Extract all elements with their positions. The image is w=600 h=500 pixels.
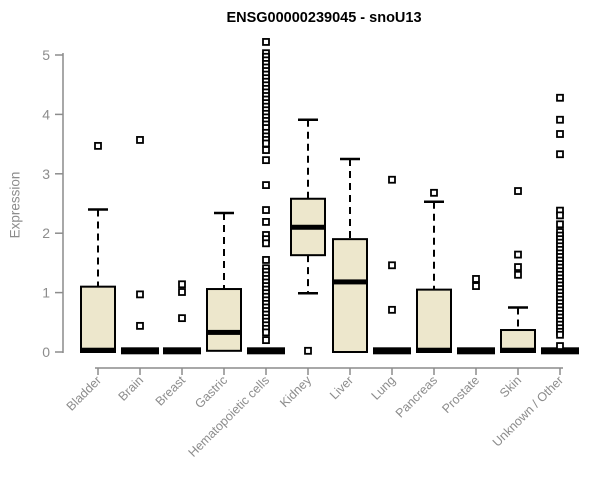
median-gastric: [207, 329, 241, 335]
x-axis-label-skin: Skin: [497, 373, 524, 400]
x-axis-label-hematopoietic-cells: Hematopoietic cells: [186, 373, 273, 460]
outlier-point-hematopoietic-cells: [262, 156, 270, 165]
outlier-point-skin: [514, 187, 522, 195]
x-axis-label-gastric: Gastric: [192, 373, 230, 411]
x-axis-label-brain: Brain: [116, 373, 147, 404]
median-lung: [373, 347, 411, 355]
outlier-point-brain: [136, 136, 144, 144]
outlier-point-hematopoietic-cells: [262, 181, 270, 189]
y-axis-tick-label: 3: [42, 166, 50, 182]
y-axis-tick-label: 4: [42, 106, 50, 122]
outlier-point-hematopoietic-cells: [262, 336, 270, 345]
x-axis-label-liver: Liver: [327, 373, 356, 402]
outlier-point-unknown-other: [556, 330, 564, 339]
outlier-point-breast: [178, 314, 186, 323]
box-gastric: [206, 288, 242, 352]
y-axis-tick-label: 5: [42, 47, 50, 63]
outlier-point-hematopoietic-cells: [262, 239, 270, 248]
outlier-point-unknown-other: [556, 150, 564, 159]
y-axis-tick-label: 0: [42, 344, 50, 360]
outlier-point-skin: [514, 263, 522, 271]
box-pancreas: [416, 288, 452, 354]
outlier-point-unknown-other: [556, 342, 564, 350]
median-bladder: [81, 347, 115, 353]
median-unknown-other: [541, 347, 579, 355]
outlier-point-unknown-other: [556, 130, 564, 138]
y-axis-tick-label: 2: [42, 225, 50, 241]
median-brain: [121, 347, 159, 355]
outlier-point-kidney: [304, 346, 312, 355]
outlier-point-hematopoietic-cells: [262, 206, 270, 214]
outlier-point-pancreas: [430, 188, 438, 197]
outlier-point-bladder: [94, 141, 102, 150]
median-breast: [163, 347, 201, 355]
outlier-point-lung: [388, 305, 396, 314]
outlier-point-unknown-other: [556, 211, 564, 220]
y-axis-tick-label: 1: [42, 285, 50, 301]
outlier-point-skin: [514, 250, 522, 259]
outlier-point-unknown-other: [556, 220, 564, 229]
outlier-point-unknown-other: [556, 115, 564, 124]
median-kidney: [291, 224, 325, 230]
outlier-point-hematopoietic-cells: [262, 218, 270, 226]
outlier-point-lung: [388, 261, 396, 270]
outlier-point-hematopoietic-cells: [262, 328, 270, 337]
outlier-point-hematopoietic-cells: [262, 256, 270, 264]
outlier-point-hematopoietic-cells: [262, 38, 270, 46]
x-axis-label-kidney: Kidney: [277, 373, 314, 410]
outlier-point-breast: [178, 288, 186, 296]
median-hematopoietic-cells: [247, 347, 285, 355]
x-axis-label-lung: Lung: [369, 373, 399, 403]
box-bladder: [80, 285, 116, 353]
chart-title: ENSG00000239045 - snoU13: [226, 10, 422, 26]
median-pancreas: [417, 347, 451, 353]
outlier-point-skin: [514, 270, 522, 279]
median-prostate: [457, 347, 495, 355]
x-axis-label-pancreas: Pancreas: [393, 373, 440, 420]
outlier-point-brain: [136, 290, 144, 299]
box-liver: [332, 238, 368, 353]
outlier-point-lung: [388, 175, 396, 184]
x-axis-label-unknown-other: Unknown / Other: [490, 373, 566, 449]
median-skin: [501, 347, 535, 353]
median-liver: [333, 279, 367, 285]
outlier-point-unknown-other: [556, 93, 564, 102]
outlier-point-prostate: [472, 275, 480, 283]
outlier-point-brain: [136, 321, 144, 330]
outlier-point-hematopoietic-cells: [262, 139, 270, 148]
outlier-point-prostate: [472, 282, 480, 290]
outlier-point-hematopoietic-cells: [262, 146, 270, 154]
x-axis-label-bladder: Bladder: [64, 373, 104, 413]
x-axis-label-prostate: Prostate: [439, 373, 482, 416]
outlier-point-breast: [178, 280, 186, 289]
x-axis-label-breast: Breast: [153, 373, 189, 409]
